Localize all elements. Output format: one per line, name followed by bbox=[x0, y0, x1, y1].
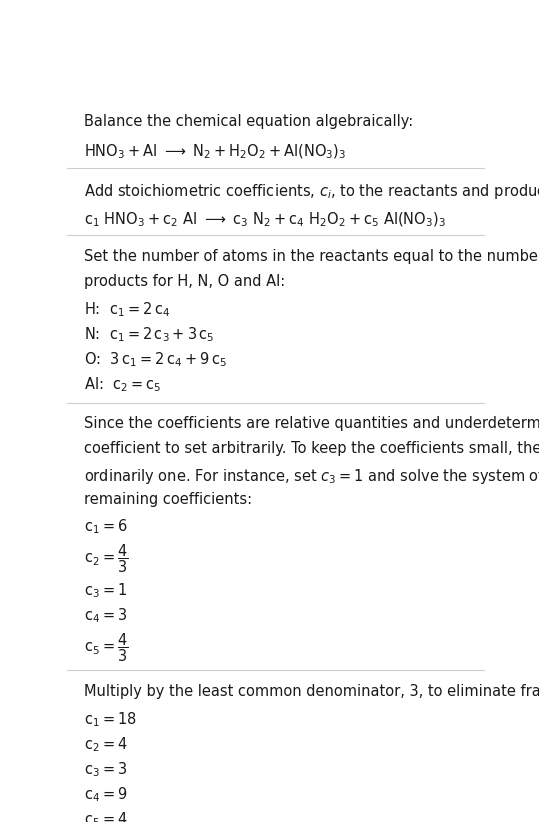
Text: N:  $\mathrm{c_1 = 2\,c_3 + 3\,c_5}$: N: $\mathrm{c_1 = 2\,c_3 + 3\,c_5}$ bbox=[84, 326, 215, 344]
Text: $\mathrm{c_3 = 1}$: $\mathrm{c_3 = 1}$ bbox=[84, 582, 127, 600]
Text: remaining coefficients:: remaining coefficients: bbox=[84, 492, 252, 506]
Text: Add stoichiometric coefficients, $c_i$, to the reactants and products:: Add stoichiometric coefficients, $c_i$, … bbox=[84, 182, 539, 201]
Text: $\mathrm{c_4 = 3}$: $\mathrm{c_4 = 3}$ bbox=[84, 607, 127, 626]
Text: Since the coefficients are relative quantities and underdetermined, choose a: Since the coefficients are relative quan… bbox=[84, 417, 539, 432]
Text: O:  $\mathrm{3\,c_1 = 2\,c_4 + 9\,c_5}$: O: $\mathrm{3\,c_1 = 2\,c_4 + 9\,c_5}$ bbox=[84, 350, 227, 369]
Text: $\mathrm{c_1 = 18}$: $\mathrm{c_1 = 18}$ bbox=[84, 710, 137, 729]
Text: products for H, N, O and Al:: products for H, N, O and Al: bbox=[84, 274, 285, 289]
Text: $\mathrm{c_2 = \dfrac{4}{3}}$: $\mathrm{c_2 = \dfrac{4}{3}}$ bbox=[84, 543, 128, 575]
Text: $\mathrm{c_3 = 3}$: $\mathrm{c_3 = 3}$ bbox=[84, 760, 127, 779]
Text: $\mathrm{c_2 = 4}$: $\mathrm{c_2 = 4}$ bbox=[84, 736, 128, 754]
Text: H:  $\mathrm{c_1 = 2\,c_4}$: H: $\mathrm{c_1 = 2\,c_4}$ bbox=[84, 300, 170, 319]
Text: ordinarily one. For instance, set $c_3 = 1$ and solve the system of equations fo: ordinarily one. For instance, set $c_3 =… bbox=[84, 467, 539, 486]
Text: Set the number of atoms in the reactants equal to the number of atoms in the: Set the number of atoms in the reactants… bbox=[84, 249, 539, 264]
Text: $\mathrm{c_4 = 9}$: $\mathrm{c_4 = 9}$ bbox=[84, 786, 127, 804]
Text: $\mathrm{c_1 = 6}$: $\mathrm{c_1 = 6}$ bbox=[84, 518, 128, 537]
Text: Al:  $\mathrm{c_2 = c_5}$: Al: $\mathrm{c_2 = c_5}$ bbox=[84, 376, 161, 394]
Text: Balance the chemical equation algebraically:: Balance the chemical equation algebraica… bbox=[84, 114, 413, 129]
Text: $\mathrm{HNO_3 + Al \ \longrightarrow \ N_2 + H_2O_2 + Al(NO_3)_3}$: $\mathrm{HNO_3 + Al \ \longrightarrow \ … bbox=[84, 143, 347, 161]
Text: $\mathrm{c_1\ HNO_3 + c_2\ Al \ \longrightarrow \ c_3\ N_2 + c_4\ H_2O_2 + c_5\ : $\mathrm{c_1\ HNO_3 + c_2\ Al \ \longrig… bbox=[84, 210, 446, 229]
Text: coefficient to set arbitrarily. To keep the coefficients small, the arbitrary va: coefficient to set arbitrarily. To keep … bbox=[84, 441, 539, 456]
Text: $\mathrm{c_5 = \dfrac{4}{3}}$: $\mathrm{c_5 = \dfrac{4}{3}}$ bbox=[84, 631, 128, 664]
Text: $\mathrm{c_5 = 4}$: $\mathrm{c_5 = 4}$ bbox=[84, 810, 128, 822]
Text: Multiply by the least common denominator, 3, to eliminate fractional coefficient: Multiply by the least common denominator… bbox=[84, 684, 539, 699]
